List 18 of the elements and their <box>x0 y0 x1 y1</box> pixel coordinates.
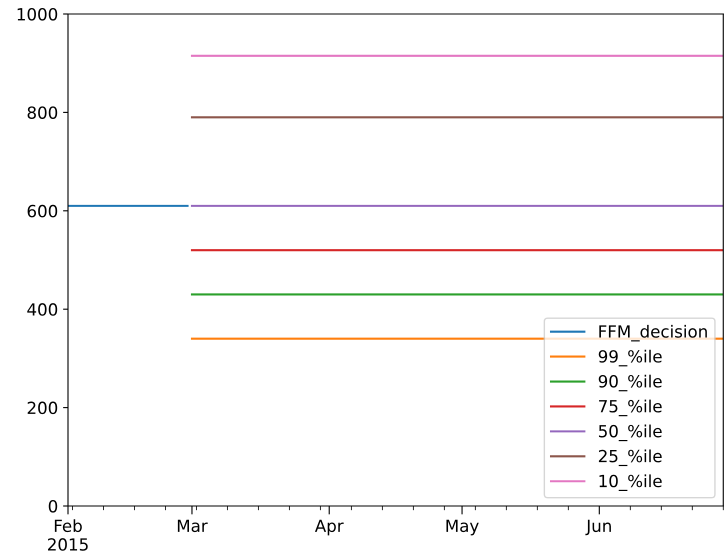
y-tick-label: 1000 <box>18 8 58 21</box>
legend-label: 25_%ile <box>598 449 662 466</box>
y-tick-label: 400 <box>27 303 58 316</box>
legend-label: FFM_decision <box>599 324 707 342</box>
y-tick-label: 200 <box>28 402 58 414</box>
x-tick-label: Feb 2015 <box>48 519 88 551</box>
y-tick-label: 800 <box>28 106 58 119</box>
legend-label: 99_%ile <box>598 350 662 366</box>
legend-label: 10_%ile <box>600 474 662 491</box>
x-tick-label: May <box>446 520 479 536</box>
x-tick-label: Jun <box>585 520 611 536</box>
legend-label: 50_%ile <box>598 424 662 442</box>
legend-label: 90_%ile <box>598 374 662 392</box>
y-tick-label: 0 <box>48 500 58 513</box>
x-tick-label: Apr <box>314 520 344 536</box>
y-tick-label: 600 <box>28 204 58 218</box>
legend-label: 75_%ile <box>599 400 662 416</box>
x-tick-label: Mar <box>178 520 208 532</box>
